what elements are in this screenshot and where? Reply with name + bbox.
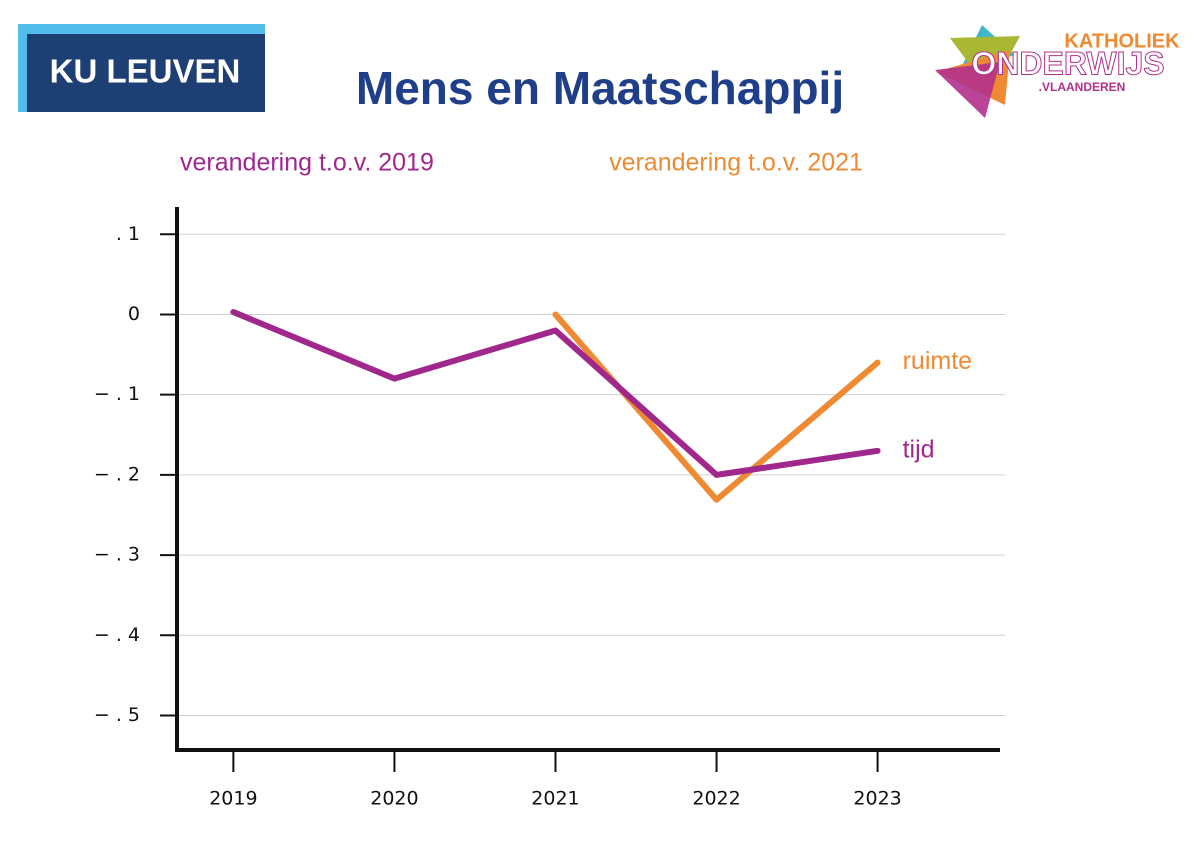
x-tick-label: 2022 [692,788,740,810]
subtitle: verandering t.o.v. 2019 [180,149,434,177]
x-tick-label: 2019 [209,788,257,810]
y-tick-label: . 1 [116,223,140,245]
x-tick-label: 2023 [853,788,901,810]
y-tick-label: − . 2 [94,463,140,485]
x-tick-label: 2021 [531,788,579,810]
subtitle: verandering t.o.v. 2021 [609,149,863,177]
series-label: tijd [903,435,935,463]
y-tick-label: − . 5 [94,704,140,726]
katholiek-onderwijs-logo: KATHOLIEK ONDERWIJS .VLAANDEREN [935,25,1180,118]
logo-text: .VLAANDEREN [1039,80,1126,94]
ku-leuven-logo: KU LEUVEN [18,24,265,112]
series-label: ruimte [903,347,972,375]
logo-text: ONDERWIJS [971,45,1164,81]
y-tick-label: − . 1 [94,383,140,405]
chart-title: Mens en Maatschappij [356,62,844,114]
y-tick-label: − . 3 [94,544,140,566]
y-tick-label: 0 [128,303,140,325]
y-tick-label: − . 4 [94,624,140,646]
x-tick-label: 2020 [370,788,418,810]
logo-text: KU LEUVEN [50,53,241,90]
data-line [230,309,881,478]
logo-text: KATHOLIEK [1064,30,1180,52]
